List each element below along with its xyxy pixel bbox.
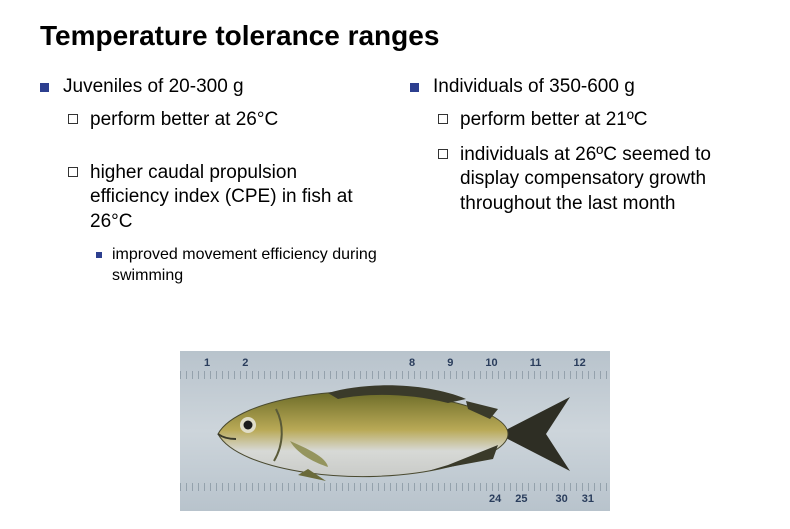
ruler-num: 24: [489, 493, 501, 505]
sub-list-item-text: improved movement efficiency during swim…: [112, 245, 380, 287]
left-heading-item: Juveniles of 20-300 g: [40, 76, 380, 98]
list-item: perform better at 21ºC: [438, 108, 750, 133]
filled-square-icon: [96, 252, 102, 258]
ruler-num: 31: [582, 493, 594, 505]
ruler-num: 9: [447, 357, 453, 369]
hollow-square-icon: [438, 149, 448, 159]
ruler-numbers-bottom: 24 25 30 31: [489, 493, 594, 505]
hollow-square-icon: [68, 167, 78, 177]
sub-list-item: improved movement efficiency during swim…: [96, 245, 380, 287]
ruler-num: 1: [204, 357, 210, 369]
ruler-numbers-top: 1 2 8 9 10 11 12: [180, 357, 610, 369]
right-heading-item: Individuals of 350-600 g: [410, 76, 750, 98]
ruler-num: 12: [574, 357, 586, 369]
ruler-num: 2: [242, 357, 248, 369]
ruler-num: 10: [485, 357, 497, 369]
hollow-square-icon: [68, 114, 78, 124]
right-heading-text: Individuals of 350-600 g: [433, 76, 635, 98]
hollow-square-icon: [438, 114, 448, 124]
ruler-num: 11: [530, 357, 542, 369]
ruler-num: 30: [556, 493, 568, 505]
fish-illustration: [198, 379, 578, 489]
list-item: individuals at 26ºC seemed to display co…: [438, 143, 750, 217]
list-item-text: individuals at 26ºC seemed to display co…: [460, 143, 750, 217]
fish-figure: 1 2 8 9 10 11 12 24 25 30 31: [180, 351, 610, 511]
filled-square-icon: [410, 83, 419, 92]
list-item-text: higher caudal propulsion efficiency inde…: [90, 161, 380, 235]
ruler-num: 8: [409, 357, 415, 369]
filled-square-icon: [40, 83, 49, 92]
ruler-ticks-top: [180, 371, 610, 379]
left-heading-text: Juveniles of 20-300 g: [63, 76, 244, 98]
right-column: Individuals of 350-600 g perform better …: [410, 76, 750, 294]
slide-title: Temperature tolerance ranges: [40, 20, 750, 52]
list-item: higher caudal propulsion efficiency inde…: [68, 161, 380, 235]
left-column: Juveniles of 20-300 g perform better at …: [40, 76, 380, 294]
ruler-num: 25: [515, 493, 527, 505]
list-item-text: perform better at 26°C: [90, 108, 278, 133]
list-item: perform better at 26°C: [68, 108, 380, 133]
content-columns: Juveniles of 20-300 g perform better at …: [40, 76, 750, 294]
list-item-text: perform better at 21ºC: [460, 108, 648, 133]
